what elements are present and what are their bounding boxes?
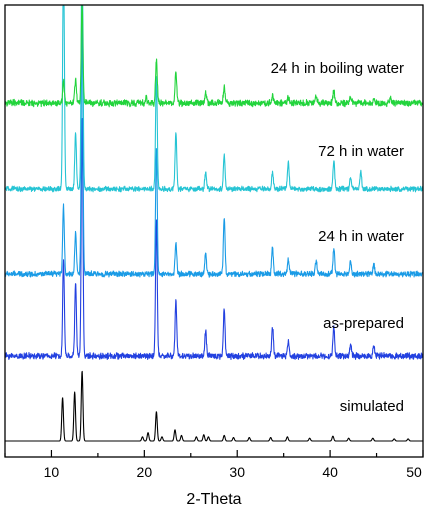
series-line-4 [4, 5, 424, 193]
x-axis-title: 2-Theta [186, 491, 241, 508]
x-tick-label: 50 [406, 464, 422, 480]
x-tick-label: 10 [44, 464, 60, 480]
series-label-3: 24 h in water [318, 228, 404, 245]
series-label-5: 24 h in boiling water [271, 60, 404, 77]
x-tick-label: 40 [322, 464, 338, 480]
series-line-1 [4, 370, 424, 442]
series-line-3 [4, 16, 424, 278]
x-axis-ticks: 10 20 30 40 50 [4, 450, 424, 480]
x-tick-label: 20 [137, 464, 153, 480]
series-label-4: 72 h in water [318, 143, 404, 160]
series-label-1: simulated [340, 398, 404, 415]
plot-frame [4, 4, 424, 458]
series-labels: simulated as-prepared 24 h in water 72 h in… [271, 60, 404, 415]
series-label-2: as-prepared [323, 315, 404, 332]
x-tick-label: 30 [229, 464, 245, 480]
series-line-5 [4, 5, 424, 108]
xrd-traces [4, 5, 424, 442]
series-line-2 [4, 118, 424, 361]
